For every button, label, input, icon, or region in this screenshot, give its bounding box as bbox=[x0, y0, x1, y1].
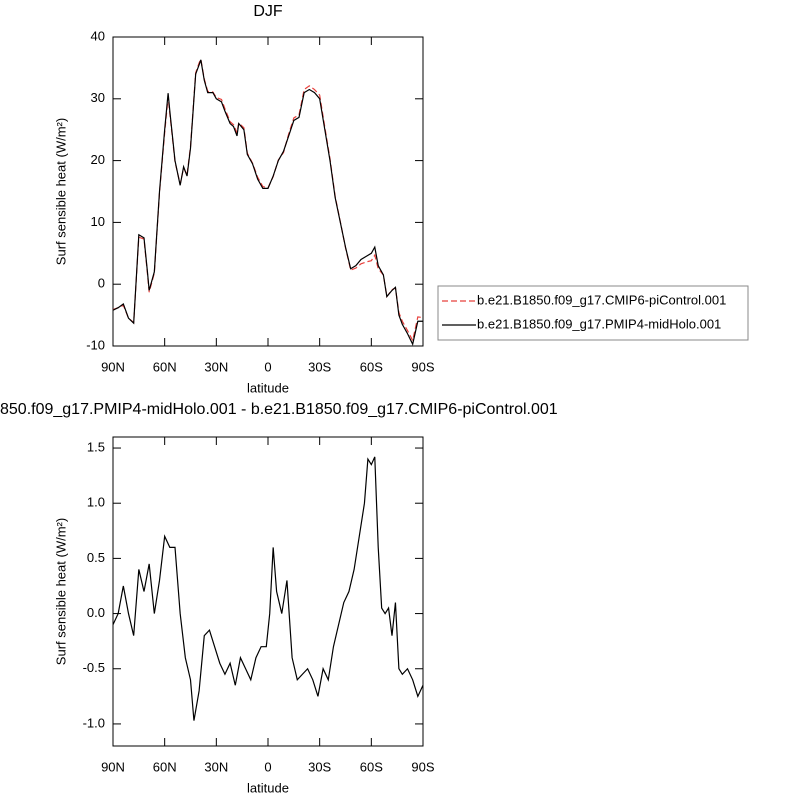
x-tick-label: 0 bbox=[264, 759, 271, 774]
plot-frame bbox=[112, 436, 424, 747]
x-tick-label: 0 bbox=[264, 359, 271, 374]
x-tick-label: 30S bbox=[308, 759, 331, 774]
y-tick-label: -10 bbox=[86, 337, 105, 352]
y-tick-label: 40 bbox=[91, 28, 105, 43]
legend-box bbox=[437, 285, 749, 341]
y-tick-label: 20 bbox=[91, 152, 105, 167]
x-axis-label: latitude bbox=[247, 380, 289, 395]
x-tick-label: 90N bbox=[101, 359, 125, 374]
x-tick-label: 30N bbox=[204, 359, 228, 374]
data-line bbox=[112, 456, 424, 721]
y-tick-label: -0.5 bbox=[83, 660, 105, 675]
x-tick-label: 90S bbox=[411, 759, 434, 774]
y-tick-label: -1.0 bbox=[83, 715, 105, 730]
x-tick-label: 30S bbox=[308, 359, 331, 374]
x-tick-label: 60S bbox=[360, 759, 383, 774]
y-tick-label: 30 bbox=[91, 90, 105, 105]
y-tick-label: 1.5 bbox=[87, 439, 105, 454]
x-tick-label: 60N bbox=[153, 759, 177, 774]
x-tick-label: 90N bbox=[101, 759, 125, 774]
x-tick-label: 60S bbox=[360, 359, 383, 374]
x-tick-label: 60N bbox=[153, 359, 177, 374]
legend-label: b.e21.B1850.f09_g17.PMIP4-midHolo.001 bbox=[477, 316, 721, 331]
y-tick-label: 1.0 bbox=[87, 495, 105, 510]
x-tick-label: 90S bbox=[411, 359, 434, 374]
x-axis-label: latitude bbox=[247, 780, 289, 795]
y-tick-label: 0.5 bbox=[87, 550, 105, 565]
y-axis-label: Surf sensible heat (W/m²) bbox=[53, 118, 68, 265]
y-tick-label: 0 bbox=[98, 276, 105, 291]
y-tick-label: 10 bbox=[91, 214, 105, 229]
legend-label: b.e21.B1850.f09_g17.CMIP6-piControl.001 bbox=[477, 292, 726, 307]
chart-title: DJF bbox=[253, 3, 283, 20]
y-tick-label: 0.0 bbox=[87, 605, 105, 620]
y-axis-label: Surf sensible heat (W/m²) bbox=[53, 518, 68, 665]
chart-title: 850.f09_g17.PMIP4-midHolo.001 - b.e21.B1… bbox=[0, 401, 558, 418]
x-tick-label: 30N bbox=[204, 759, 228, 774]
data-line bbox=[112, 59, 423, 346]
